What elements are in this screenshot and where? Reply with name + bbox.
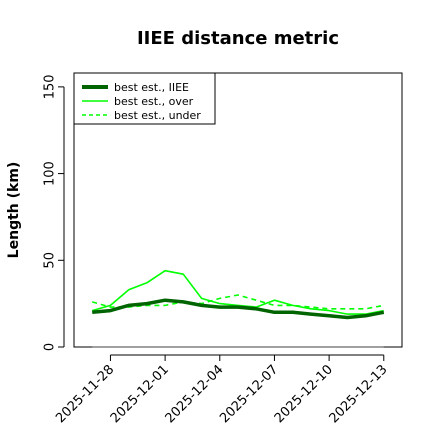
y-tick-label: 50 — [43, 252, 58, 269]
chart-title: IIEE distance metric — [137, 28, 339, 49]
legend-label-over: best est., over — [114, 95, 194, 108]
legend-label-under: best est., under — [114, 109, 201, 122]
y-tick-label: 0 — [43, 343, 58, 351]
series-line-iiee — [92, 298, 385, 320]
legend: best est., IIEE best est., over best est… — [73, 72, 216, 125]
legend-label-iiee: best est., IIEE — [114, 81, 189, 94]
y-axis-label: Length (km) — [6, 162, 22, 259]
y-tick-label: 100 — [43, 161, 58, 186]
x-tick-label: 2025-12-13 — [327, 362, 391, 426]
series-line-under — [91, 294, 384, 310]
y-tick-label: 150 — [43, 74, 58, 99]
